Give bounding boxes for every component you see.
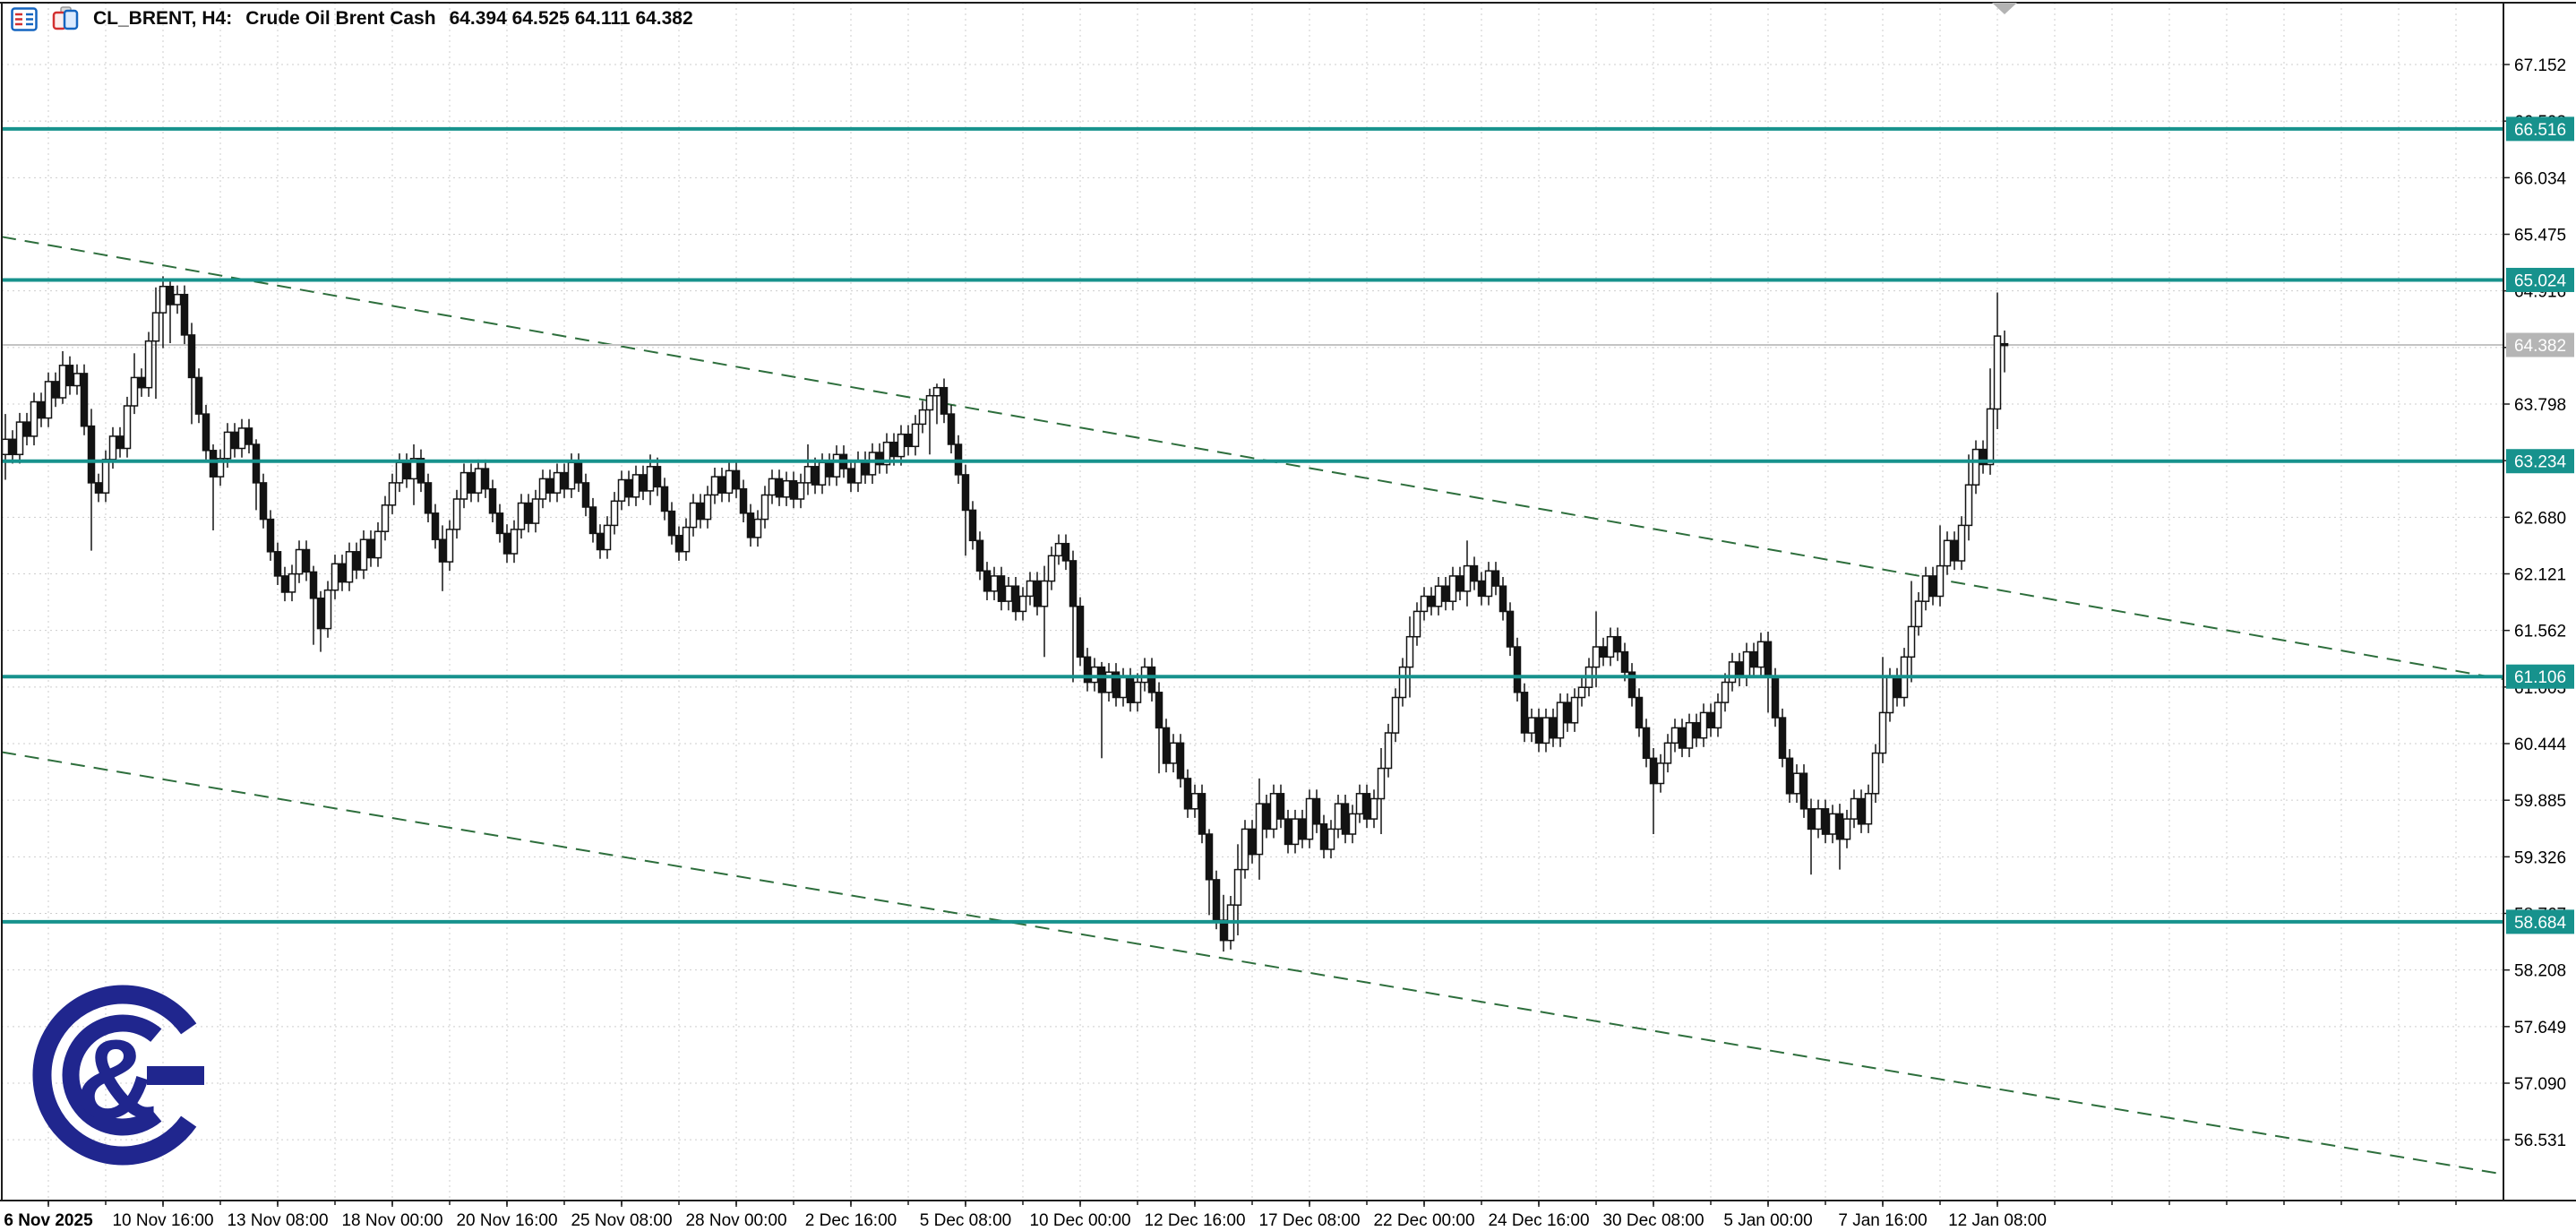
y-axis-label: 60.444 xyxy=(2514,736,2567,754)
y-axis-label: 58.208 xyxy=(2514,962,2566,981)
logo-inner-arc xyxy=(62,1014,162,1136)
y-axis-label: 65.475 xyxy=(2514,227,2566,245)
price-level-badge: 66.516 xyxy=(2506,116,2574,142)
svg-text:63.234: 63.234 xyxy=(2514,453,2567,472)
y-axis-label: 62.680 xyxy=(2514,509,2566,528)
trendline[interactable] xyxy=(1,236,2504,681)
x-axis-label: 30 Dec 08:00 xyxy=(1602,1211,1704,1230)
y-axis-label: 57.649 xyxy=(2514,1019,2566,1037)
last-bar-marker-icon xyxy=(1992,3,2017,14)
price-level-badge: 58.684 xyxy=(2506,909,2574,934)
x-axis-label: 12 Dec 16:00 xyxy=(1144,1211,1245,1230)
price-level-badge: 61.106 xyxy=(2506,664,2574,689)
x-axis-label: 10 Nov 16:00 xyxy=(112,1211,213,1230)
x-axis-label: 5 Dec 08:00 xyxy=(920,1211,1011,1230)
svg-text:65.024: 65.024 xyxy=(2514,271,2567,290)
current-price-badge: 64.382 xyxy=(2506,332,2574,357)
brand-logo: & xyxy=(32,985,204,1166)
y-axis-label: 66.034 xyxy=(2514,169,2567,188)
x-axis[interactable]: 6 Nov 2025 10 Nov 16:00 13 Nov 08:00 18 Nov… xyxy=(4,1201,2047,1230)
y-axis-label: 56.531 xyxy=(2514,1132,2566,1150)
x-axis-label: 22 Dec 00:00 xyxy=(1373,1211,1474,1230)
chart-title-bar: CL_BRENT, H4: Crude Oil Brent Cash 64.39… xyxy=(11,6,693,31)
x-axis-label: 5 Jan 00:00 xyxy=(1723,1211,1812,1230)
candles-layer xyxy=(1,276,2009,952)
x-axis-label: 2 Dec 16:00 xyxy=(805,1211,897,1230)
grid-layer xyxy=(2,3,2503,1205)
x-axis-label: 24 Dec 16:00 xyxy=(1488,1211,1589,1230)
y-axis-label: 59.885 xyxy=(2514,792,2566,811)
y-axis-label: 57.090 xyxy=(2514,1075,2566,1094)
trendline[interactable] xyxy=(1,751,2504,1175)
quotes-list-icon xyxy=(11,6,38,31)
y-axis-label: 62.121 xyxy=(2514,566,2566,585)
x-axis-label: 18 Nov 00:00 xyxy=(341,1211,442,1230)
svg-text:64.382: 64.382 xyxy=(2514,337,2566,356)
x-axis-label: 20 Nov 16:00 xyxy=(456,1211,557,1230)
x-axis-label: 10 Dec 00:00 xyxy=(1029,1211,1130,1230)
logo-ampersand: & xyxy=(76,1016,158,1142)
x-axis-label: 6 Nov 2025 xyxy=(4,1211,93,1230)
trend-channel xyxy=(1,236,2504,1175)
price-level-badge: 65.024 xyxy=(2506,267,2574,292)
x-axis-label: 12 Jan 08:00 xyxy=(1948,1211,2047,1230)
x-axis-label: 28 Nov 00:00 xyxy=(685,1211,786,1230)
y-axis-label: 61.562 xyxy=(2514,623,2566,641)
logo-g-bar xyxy=(147,1066,204,1085)
y-axis[interactable]: 67.15266.59366.03465.47564.91664.35763.7… xyxy=(2503,56,2567,1150)
chart-window-icon xyxy=(51,6,80,31)
x-axis-label: 7 Jan 16:00 xyxy=(1838,1211,1927,1230)
logo-outer-arc xyxy=(32,985,197,1166)
x-axis-label: 25 Nov 08:00 xyxy=(571,1211,672,1230)
chart-symbol-period: CL_BRENT, H4: xyxy=(93,8,233,29)
chart-frame xyxy=(0,2,2576,1201)
svg-text:58.684: 58.684 xyxy=(2514,914,2567,933)
x-axis-label: 17 Dec 08:00 xyxy=(1258,1211,1360,1230)
y-axis-label: 67.152 xyxy=(2514,56,2566,75)
y-axis-label: 63.798 xyxy=(2514,396,2566,415)
svg-text:66.516: 66.516 xyxy=(2514,121,2566,140)
y-axis-label: 59.326 xyxy=(2514,848,2566,867)
x-axis-label: 13 Nov 08:00 xyxy=(227,1211,328,1230)
level-lines xyxy=(2,126,2503,924)
price-level-badge: 63.234 xyxy=(2506,449,2574,474)
svg-text:61.106: 61.106 xyxy=(2514,668,2566,687)
chart-instrument-name: Crude Oil Brent Cash xyxy=(245,8,436,29)
chart-ohlc-quote: 64.394 64.525 64.111 64.382 xyxy=(449,8,693,29)
